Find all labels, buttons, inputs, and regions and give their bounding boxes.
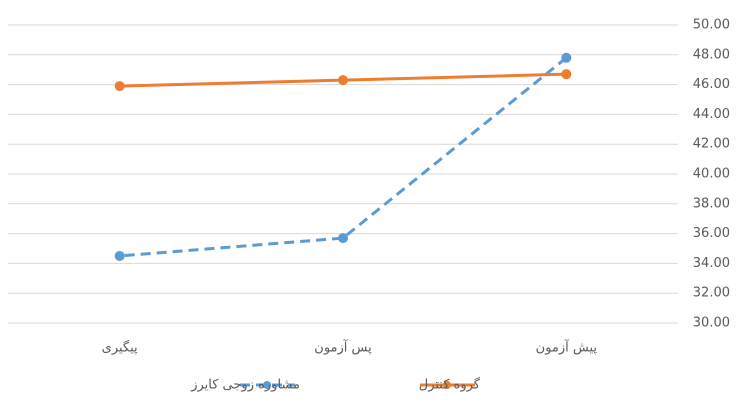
x-tick-label: پس آزمون — [314, 339, 372, 356]
y-tick-label: 38.00 — [693, 196, 730, 211]
data-point — [561, 52, 572, 63]
x-tick-label: پیگیری — [102, 340, 138, 356]
y-tick-label: 30.00 — [693, 316, 730, 331]
y-tick-label: 44.00 — [693, 107, 730, 122]
y-tick-label: 50.00 — [693, 18, 730, 33]
y-tick-label: 32.00 — [693, 286, 730, 301]
legend-marker — [443, 381, 451, 389]
y-tick-label: 36.00 — [693, 226, 730, 241]
x-tick-label: پیش آزمون — [536, 339, 598, 356]
legend-label: گروه کنترل — [419, 377, 481, 393]
y-tick-label: 40.00 — [693, 167, 730, 182]
data-point — [114, 81, 125, 92]
y-tick-label: 46.00 — [693, 77, 730, 92]
y-tick-label: 42.00 — [693, 137, 730, 152]
legend-marker — [263, 381, 271, 389]
series-line — [119, 56, 568, 258]
data-point — [561, 69, 572, 80]
data-point — [114, 250, 125, 261]
data-point — [338, 233, 348, 244]
y-tick-label: 48.00 — [693, 47, 730, 62]
data-point — [338, 75, 348, 86]
y-tick-label: 34.00 — [693, 256, 730, 271]
legend-label: مشاوره زوجی کایرز — [190, 378, 300, 393]
